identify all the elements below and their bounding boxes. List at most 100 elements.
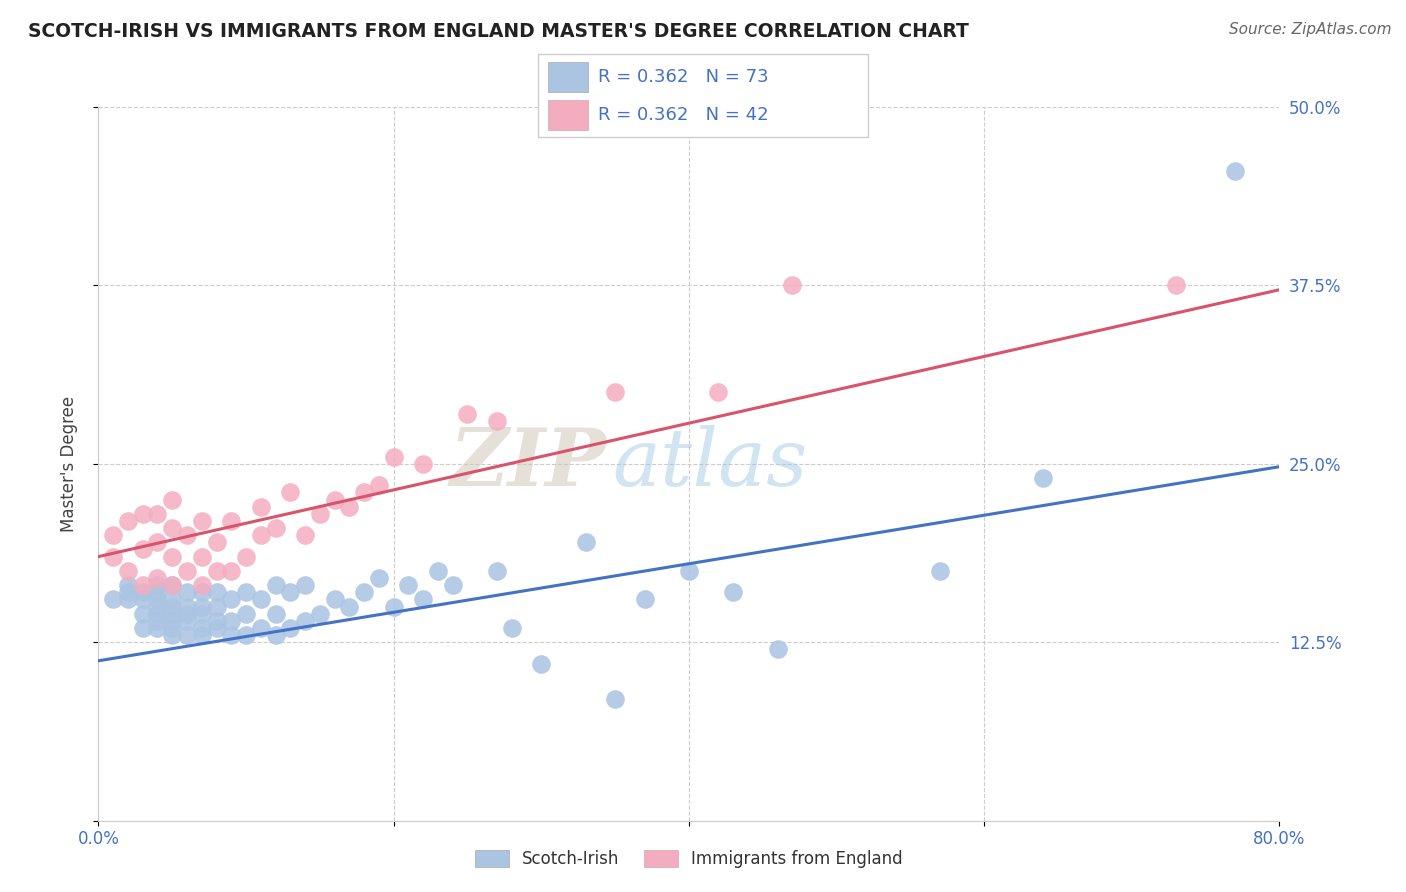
- Point: [146, 535, 169, 549]
- Point: [162, 549, 183, 564]
- Point: [782, 278, 804, 293]
- Point: [205, 535, 228, 549]
- Point: [441, 578, 464, 592]
- Point: [132, 621, 155, 635]
- Point: [427, 564, 450, 578]
- Point: [117, 585, 139, 599]
- Point: [707, 385, 730, 400]
- Point: [162, 599, 183, 614]
- Text: Source: ZipAtlas.com: Source: ZipAtlas.com: [1229, 22, 1392, 37]
- Point: [191, 607, 214, 621]
- Point: [162, 578, 183, 592]
- Point: [205, 564, 228, 578]
- Point: [132, 585, 155, 599]
- Point: [146, 592, 169, 607]
- Point: [368, 478, 391, 492]
- Point: [1164, 278, 1187, 293]
- Text: SCOTCH-IRISH VS IMMIGRANTS FROM ENGLAND MASTER'S DEGREE CORRELATION CHART: SCOTCH-IRISH VS IMMIGRANTS FROM ENGLAND …: [28, 22, 969, 41]
- Point: [117, 592, 139, 607]
- Point: [501, 621, 523, 635]
- Point: [162, 614, 183, 628]
- Point: [278, 585, 302, 599]
- Point: [132, 542, 155, 557]
- Point: [294, 578, 316, 592]
- Point: [486, 414, 509, 428]
- FancyBboxPatch shape: [548, 100, 588, 130]
- Point: [382, 450, 405, 464]
- Point: [309, 607, 332, 621]
- Point: [146, 614, 169, 628]
- Point: [191, 621, 214, 635]
- Point: [162, 492, 183, 507]
- Point: [205, 614, 228, 628]
- Point: [353, 485, 375, 500]
- Point: [264, 628, 287, 642]
- Point: [264, 521, 287, 535]
- Text: ZIP: ZIP: [450, 425, 606, 502]
- Point: [678, 564, 700, 578]
- Point: [235, 549, 257, 564]
- Point: [928, 564, 950, 578]
- Point: [219, 514, 242, 528]
- Point: [235, 607, 257, 621]
- Point: [176, 599, 198, 614]
- Point: [235, 628, 257, 642]
- Point: [353, 585, 375, 599]
- Point: [176, 628, 198, 642]
- Point: [191, 585, 214, 599]
- Point: [132, 592, 155, 607]
- Point: [294, 528, 316, 542]
- Point: [250, 500, 273, 514]
- Point: [368, 571, 391, 585]
- Point: [132, 507, 155, 521]
- Point: [250, 592, 273, 607]
- Point: [412, 592, 434, 607]
- Point: [162, 628, 183, 642]
- Point: [191, 578, 214, 592]
- Point: [456, 407, 478, 421]
- Point: [219, 592, 242, 607]
- FancyBboxPatch shape: [548, 62, 588, 92]
- Point: [205, 585, 228, 599]
- Point: [264, 607, 287, 621]
- Point: [117, 578, 139, 592]
- Point: [162, 607, 183, 621]
- Text: R = 0.362   N = 73: R = 0.362 N = 73: [599, 68, 769, 86]
- Point: [103, 549, 125, 564]
- Point: [264, 578, 287, 592]
- Point: [191, 599, 214, 614]
- Point: [162, 578, 183, 592]
- Point: [412, 457, 434, 471]
- Point: [176, 564, 198, 578]
- Point: [339, 500, 360, 514]
- Point: [766, 642, 789, 657]
- Point: [146, 578, 169, 592]
- Point: [117, 564, 139, 578]
- Point: [162, 521, 183, 535]
- Point: [176, 585, 198, 599]
- Point: [176, 607, 198, 621]
- Legend: Scotch-Irish, Immigrants from England: Scotch-Irish, Immigrants from England: [467, 842, 911, 877]
- Point: [146, 599, 169, 614]
- Point: [309, 507, 332, 521]
- Point: [146, 585, 169, 599]
- Point: [723, 585, 745, 599]
- Point: [117, 514, 139, 528]
- Y-axis label: Master's Degree: Master's Degree: [59, 396, 77, 532]
- Point: [250, 528, 273, 542]
- Point: [574, 535, 596, 549]
- Point: [162, 621, 183, 635]
- Point: [339, 599, 360, 614]
- Point: [219, 564, 242, 578]
- Point: [235, 585, 257, 599]
- Point: [278, 485, 302, 500]
- Point: [146, 507, 169, 521]
- Point: [205, 621, 228, 635]
- Point: [162, 592, 183, 607]
- Point: [1223, 164, 1246, 178]
- Text: atlas: atlas: [612, 425, 807, 502]
- Point: [191, 514, 214, 528]
- Point: [146, 571, 169, 585]
- Point: [219, 614, 242, 628]
- Point: [323, 592, 346, 607]
